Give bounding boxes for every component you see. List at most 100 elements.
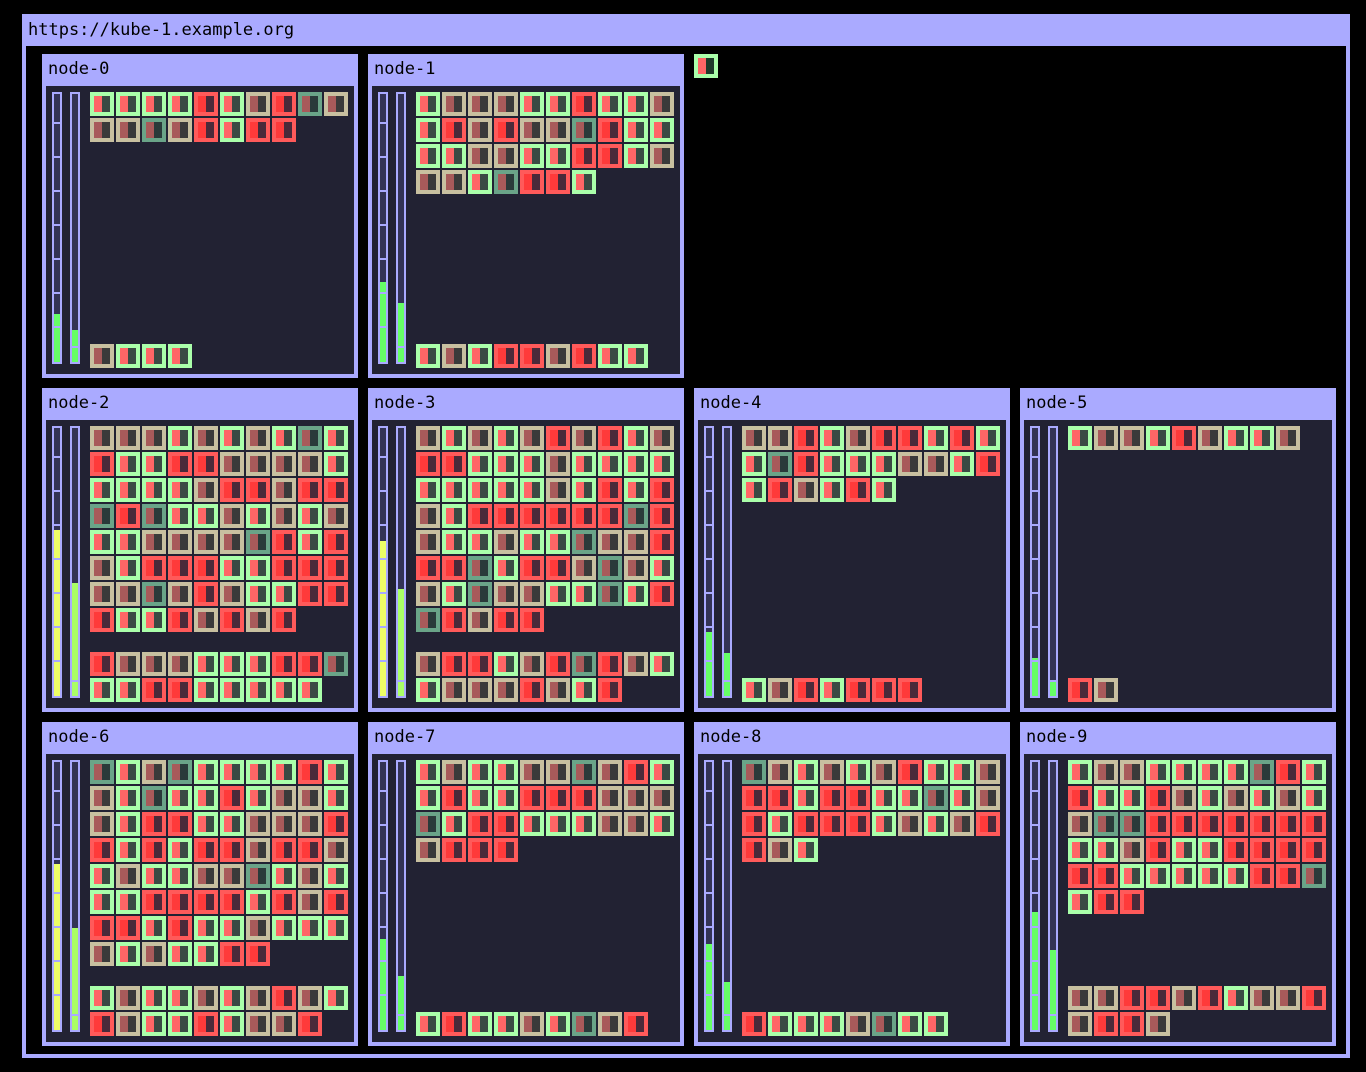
pod-running[interactable] <box>650 760 674 784</box>
pod-error[interactable] <box>1276 864 1300 888</box>
pod-error[interactable] <box>598 118 622 142</box>
pod-error[interactable] <box>220 838 244 862</box>
pod-error[interactable] <box>116 504 140 528</box>
pod-running[interactable] <box>598 452 622 476</box>
pod-error[interactable] <box>442 452 466 476</box>
pod-running[interactable] <box>520 144 544 168</box>
pod-error[interactable] <box>494 838 518 862</box>
pod-error[interactable] <box>572 92 596 116</box>
pod-running[interactable] <box>494 452 518 476</box>
pod-running[interactable] <box>272 760 296 784</box>
pod-pending[interactable] <box>468 118 492 142</box>
pod-running[interactable] <box>246 504 270 528</box>
pod-running[interactable] <box>1068 760 1092 784</box>
pod-pending[interactable] <box>90 582 114 606</box>
pod-error[interactable] <box>494 812 518 836</box>
pod-error[interactable] <box>1068 864 1092 888</box>
pod-running[interactable] <box>142 1012 166 1036</box>
pod-pending[interactable] <box>246 452 270 476</box>
pod-running[interactable] <box>1068 838 1092 862</box>
pod-running[interactable] <box>572 678 596 702</box>
pod-pending[interactable] <box>1068 1012 1092 1036</box>
pod-error[interactable] <box>1302 838 1326 862</box>
pod-running[interactable] <box>168 786 192 810</box>
pod-error[interactable] <box>90 452 114 476</box>
pod-running[interactable] <box>194 942 218 966</box>
pod-error[interactable] <box>872 678 896 702</box>
pod-running[interactable] <box>898 786 922 810</box>
pod-running[interactable] <box>416 760 440 784</box>
pod-pending[interactable] <box>768 678 792 702</box>
pod-running[interactable] <box>168 504 192 528</box>
pod-pending[interactable] <box>898 452 922 476</box>
pod-error[interactable] <box>90 838 114 862</box>
pod-terminating[interactable] <box>142 582 166 606</box>
pod-error[interactable] <box>220 608 244 632</box>
pod-running[interactable] <box>1172 864 1196 888</box>
pod-running[interactable] <box>168 426 192 450</box>
pod-pending[interactable] <box>220 452 244 476</box>
pod-running[interactable] <box>442 582 466 606</box>
pod-running[interactable] <box>546 530 570 554</box>
pod-pending[interactable] <box>1094 760 1118 784</box>
pod-error[interactable] <box>246 942 270 966</box>
pod-error[interactable] <box>90 916 114 940</box>
pod-running[interactable] <box>1250 786 1274 810</box>
pod-pending[interactable] <box>1120 760 1144 784</box>
pod-running[interactable] <box>468 786 492 810</box>
pod-error[interactable] <box>546 504 570 528</box>
pod-running[interactable] <box>116 786 140 810</box>
pod-running[interactable] <box>246 786 270 810</box>
pod-running[interactable] <box>90 864 114 888</box>
pod-pending[interactable] <box>442 760 466 784</box>
pod-error[interactable] <box>598 652 622 676</box>
pod-running[interactable] <box>794 838 818 862</box>
pod-pending[interactable] <box>194 608 218 632</box>
pod-error[interactable] <box>650 504 674 528</box>
pod-terminating[interactable] <box>572 530 596 554</box>
pod-running[interactable] <box>298 530 322 554</box>
pod-running[interactable] <box>1198 864 1222 888</box>
pod-running[interactable] <box>116 92 140 116</box>
pod-pending[interactable] <box>90 426 114 450</box>
pod-error[interactable] <box>742 786 766 810</box>
pod-error[interactable] <box>1198 986 1222 1010</box>
pod-running[interactable] <box>90 986 114 1010</box>
pod-running[interactable] <box>116 478 140 502</box>
pod-error[interactable] <box>220 890 244 914</box>
pod-pending[interactable] <box>794 478 818 502</box>
pod-error[interactable] <box>272 986 296 1010</box>
pod-error[interactable] <box>324 812 348 836</box>
pod-running[interactable] <box>298 916 322 940</box>
pod-error[interactable] <box>168 890 192 914</box>
pod-error[interactable] <box>194 556 218 580</box>
pod-running[interactable] <box>820 1012 844 1036</box>
pod-error[interactable] <box>872 426 896 450</box>
pod-pending[interactable] <box>650 426 674 450</box>
pod-running[interactable] <box>650 556 674 580</box>
pod-running[interactable] <box>624 582 648 606</box>
node-tile[interactable]: node-1 <box>368 54 684 378</box>
pod-error[interactable] <box>272 92 296 116</box>
pod-pending[interactable] <box>194 478 218 502</box>
pod-error[interactable] <box>168 608 192 632</box>
pod-running[interactable] <box>872 812 896 836</box>
pod-error[interactable] <box>272 530 296 554</box>
pod-pending[interactable] <box>442 170 466 194</box>
pod-error[interactable] <box>142 838 166 862</box>
pod-error[interactable] <box>168 916 192 940</box>
pod-error[interactable] <box>194 890 218 914</box>
pod-running[interactable] <box>924 426 948 450</box>
pod-pending[interactable] <box>442 92 466 116</box>
pod-terminating[interactable] <box>298 426 322 450</box>
pod-pending[interactable] <box>416 838 440 862</box>
pod-running[interactable] <box>794 760 818 784</box>
pod-running[interactable] <box>820 478 844 502</box>
pod-running[interactable] <box>494 556 518 580</box>
pod-pending[interactable] <box>976 760 1000 784</box>
pod-terminating[interactable] <box>298 92 322 116</box>
pod-running[interactable] <box>416 92 440 116</box>
pod-pending[interactable] <box>468 144 492 168</box>
pod-running[interactable] <box>168 478 192 502</box>
pod-error[interactable] <box>950 426 974 450</box>
